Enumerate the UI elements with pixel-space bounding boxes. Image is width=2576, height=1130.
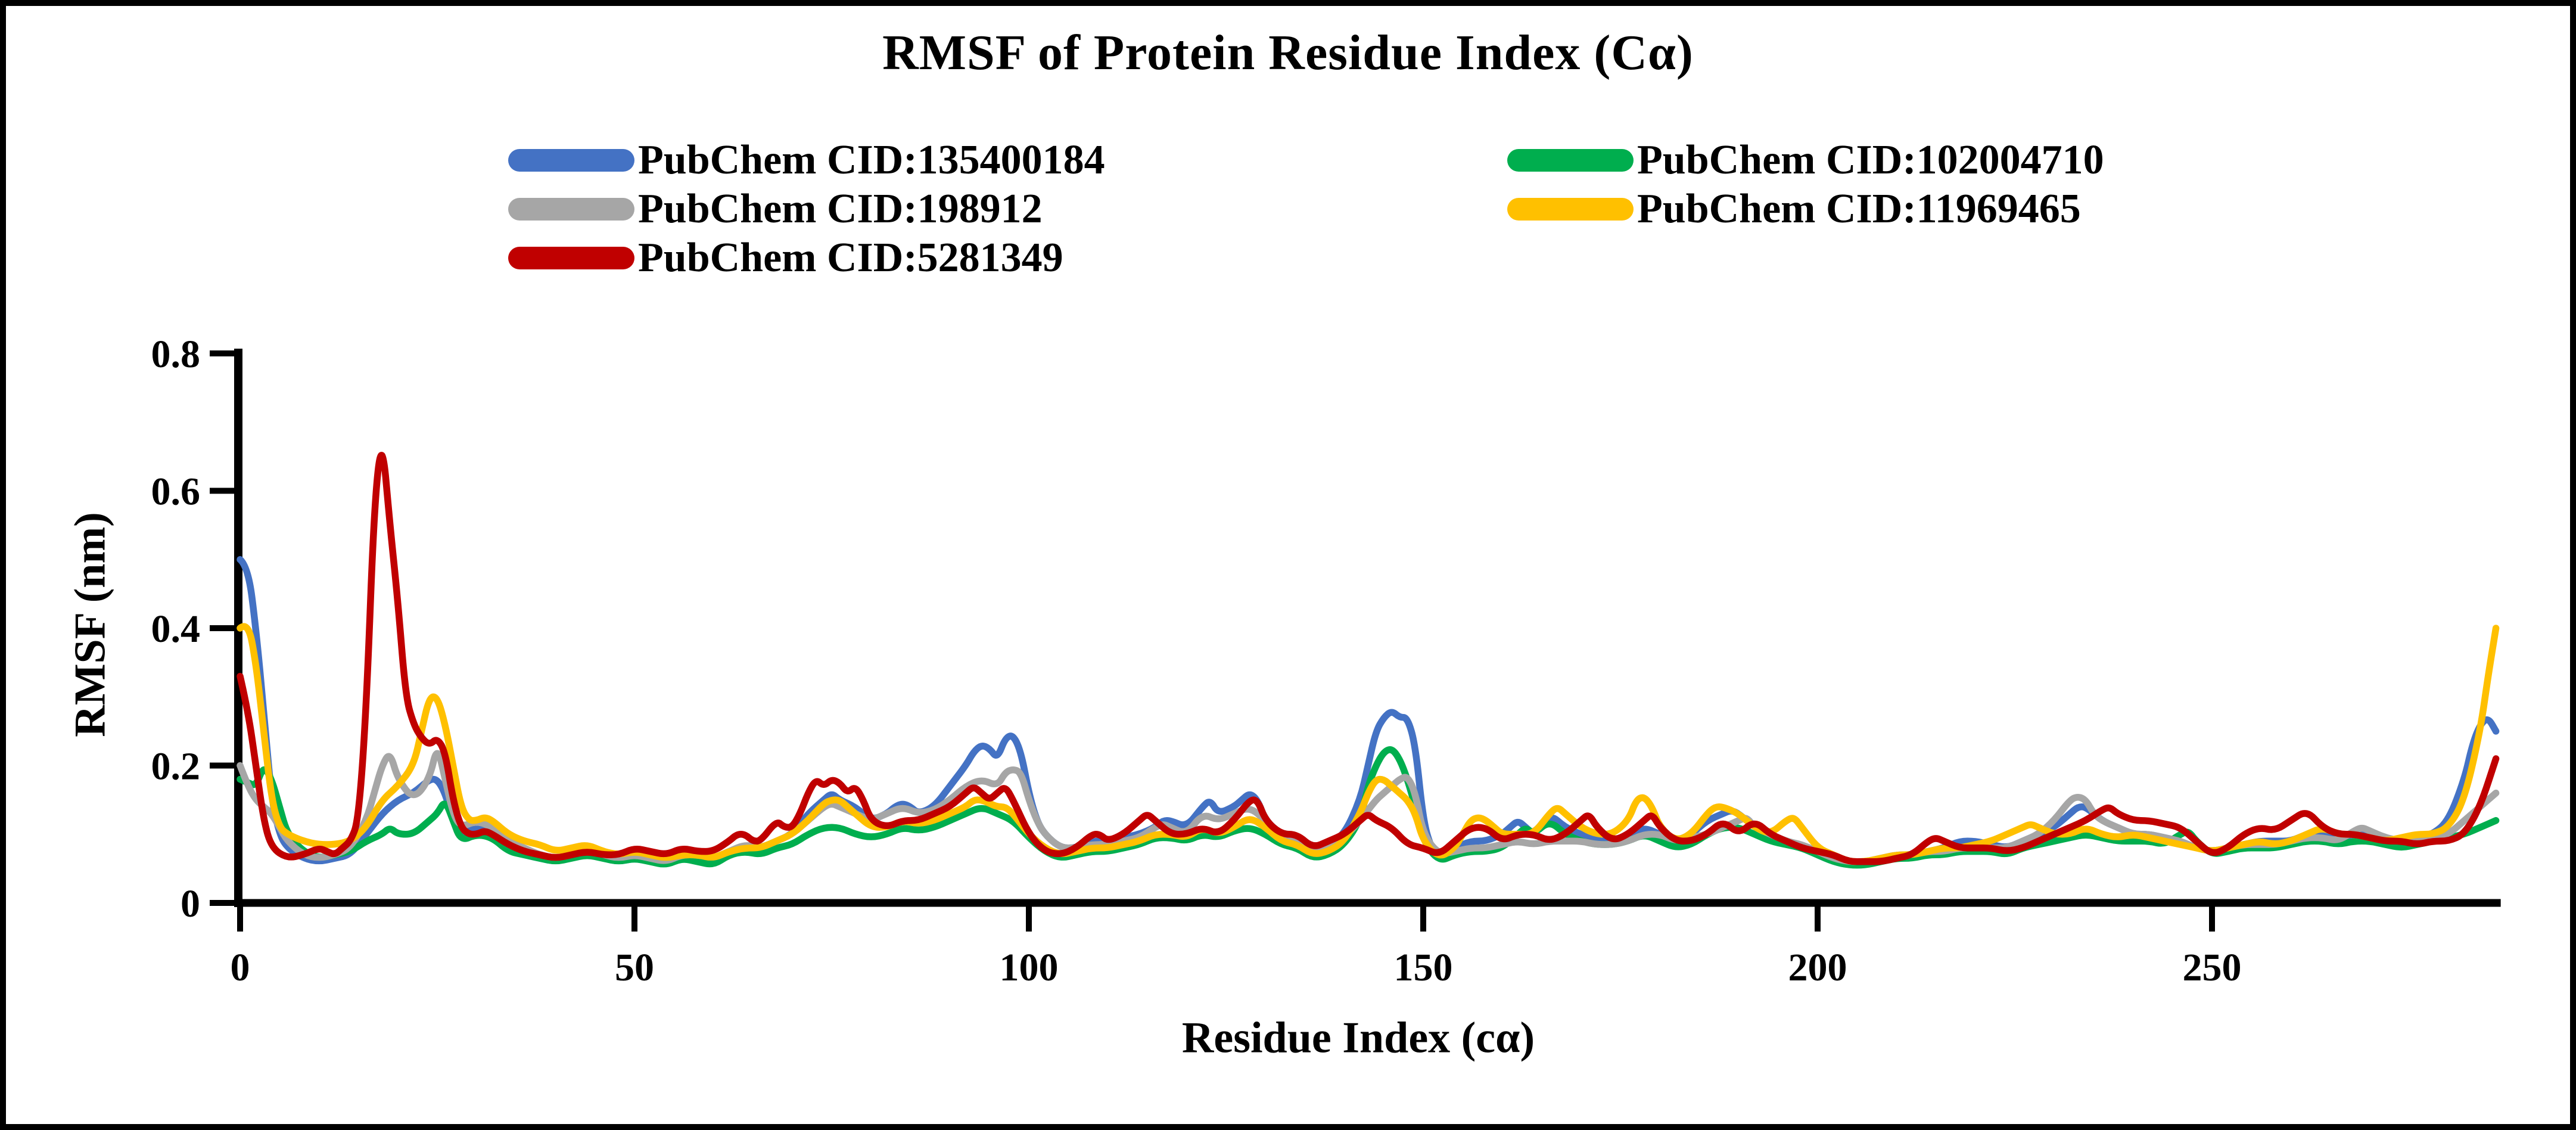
series-line-4 [237, 452, 2500, 865]
chart-legend: PubChem CID:135400184 PubChem CID:102004… [508, 136, 2104, 282]
legend-item: PubChem CID:5281349 [508, 234, 1507, 282]
series-lines [237, 452, 2500, 869]
legend-item: PubChem CID:11969465 [1507, 185, 2104, 233]
legend-item: PubChem CID:135400184 [508, 136, 1507, 184]
x-axis-title: Residue Index (cα) [1181, 1013, 1535, 1063]
legend-swatch-green-icon [1507, 149, 1634, 172]
legend-label: PubChem CID:102004710 [1637, 137, 2104, 183]
y-tick-label: 0 [181, 882, 200, 926]
x-tick-label: 250 [2183, 946, 2242, 989]
legend-label: PubChem CID:11969465 [1637, 186, 2081, 232]
y-tick-label: 0.4 [151, 607, 201, 651]
tick-labels: 0 0.2 0.4 0.6 0.8 0 50 100 150 200 250 [151, 333, 2242, 989]
y-tick-label: 0.8 [151, 333, 201, 376]
y-axis-title: RMSF (nm) [66, 512, 115, 737]
x-tick-label: 100 [1000, 946, 1059, 989]
legend-label: PubChem CID:198912 [638, 186, 1043, 232]
legend-swatch-gray-icon [508, 198, 634, 221]
legend-swatch-yellow-icon [1507, 198, 1634, 221]
legend-label: PubChem CID:135400184 [638, 137, 1105, 183]
legend-swatch-blue-icon [508, 149, 634, 172]
chart-title: RMSF of Protein Residue Index (Cα) [882, 25, 1694, 80]
x-tick-label: 200 [1788, 946, 1847, 989]
x-tick-label: 50 [615, 946, 654, 989]
legend-item: PubChem CID:198912 [508, 185, 1507, 233]
x-tick-label: 150 [1394, 946, 1453, 989]
legend-label: PubChem CID:5281349 [638, 235, 1063, 281]
series-line-3 [237, 623, 2500, 865]
legend-swatch-red-icon [508, 247, 634, 269]
legend-item: PubChem CID:102004710 [1507, 136, 2104, 184]
y-tick-label: 0.6 [151, 470, 201, 514]
y-tick-label: 0.2 [151, 745, 201, 788]
x-tick-label: 0 [231, 946, 250, 989]
